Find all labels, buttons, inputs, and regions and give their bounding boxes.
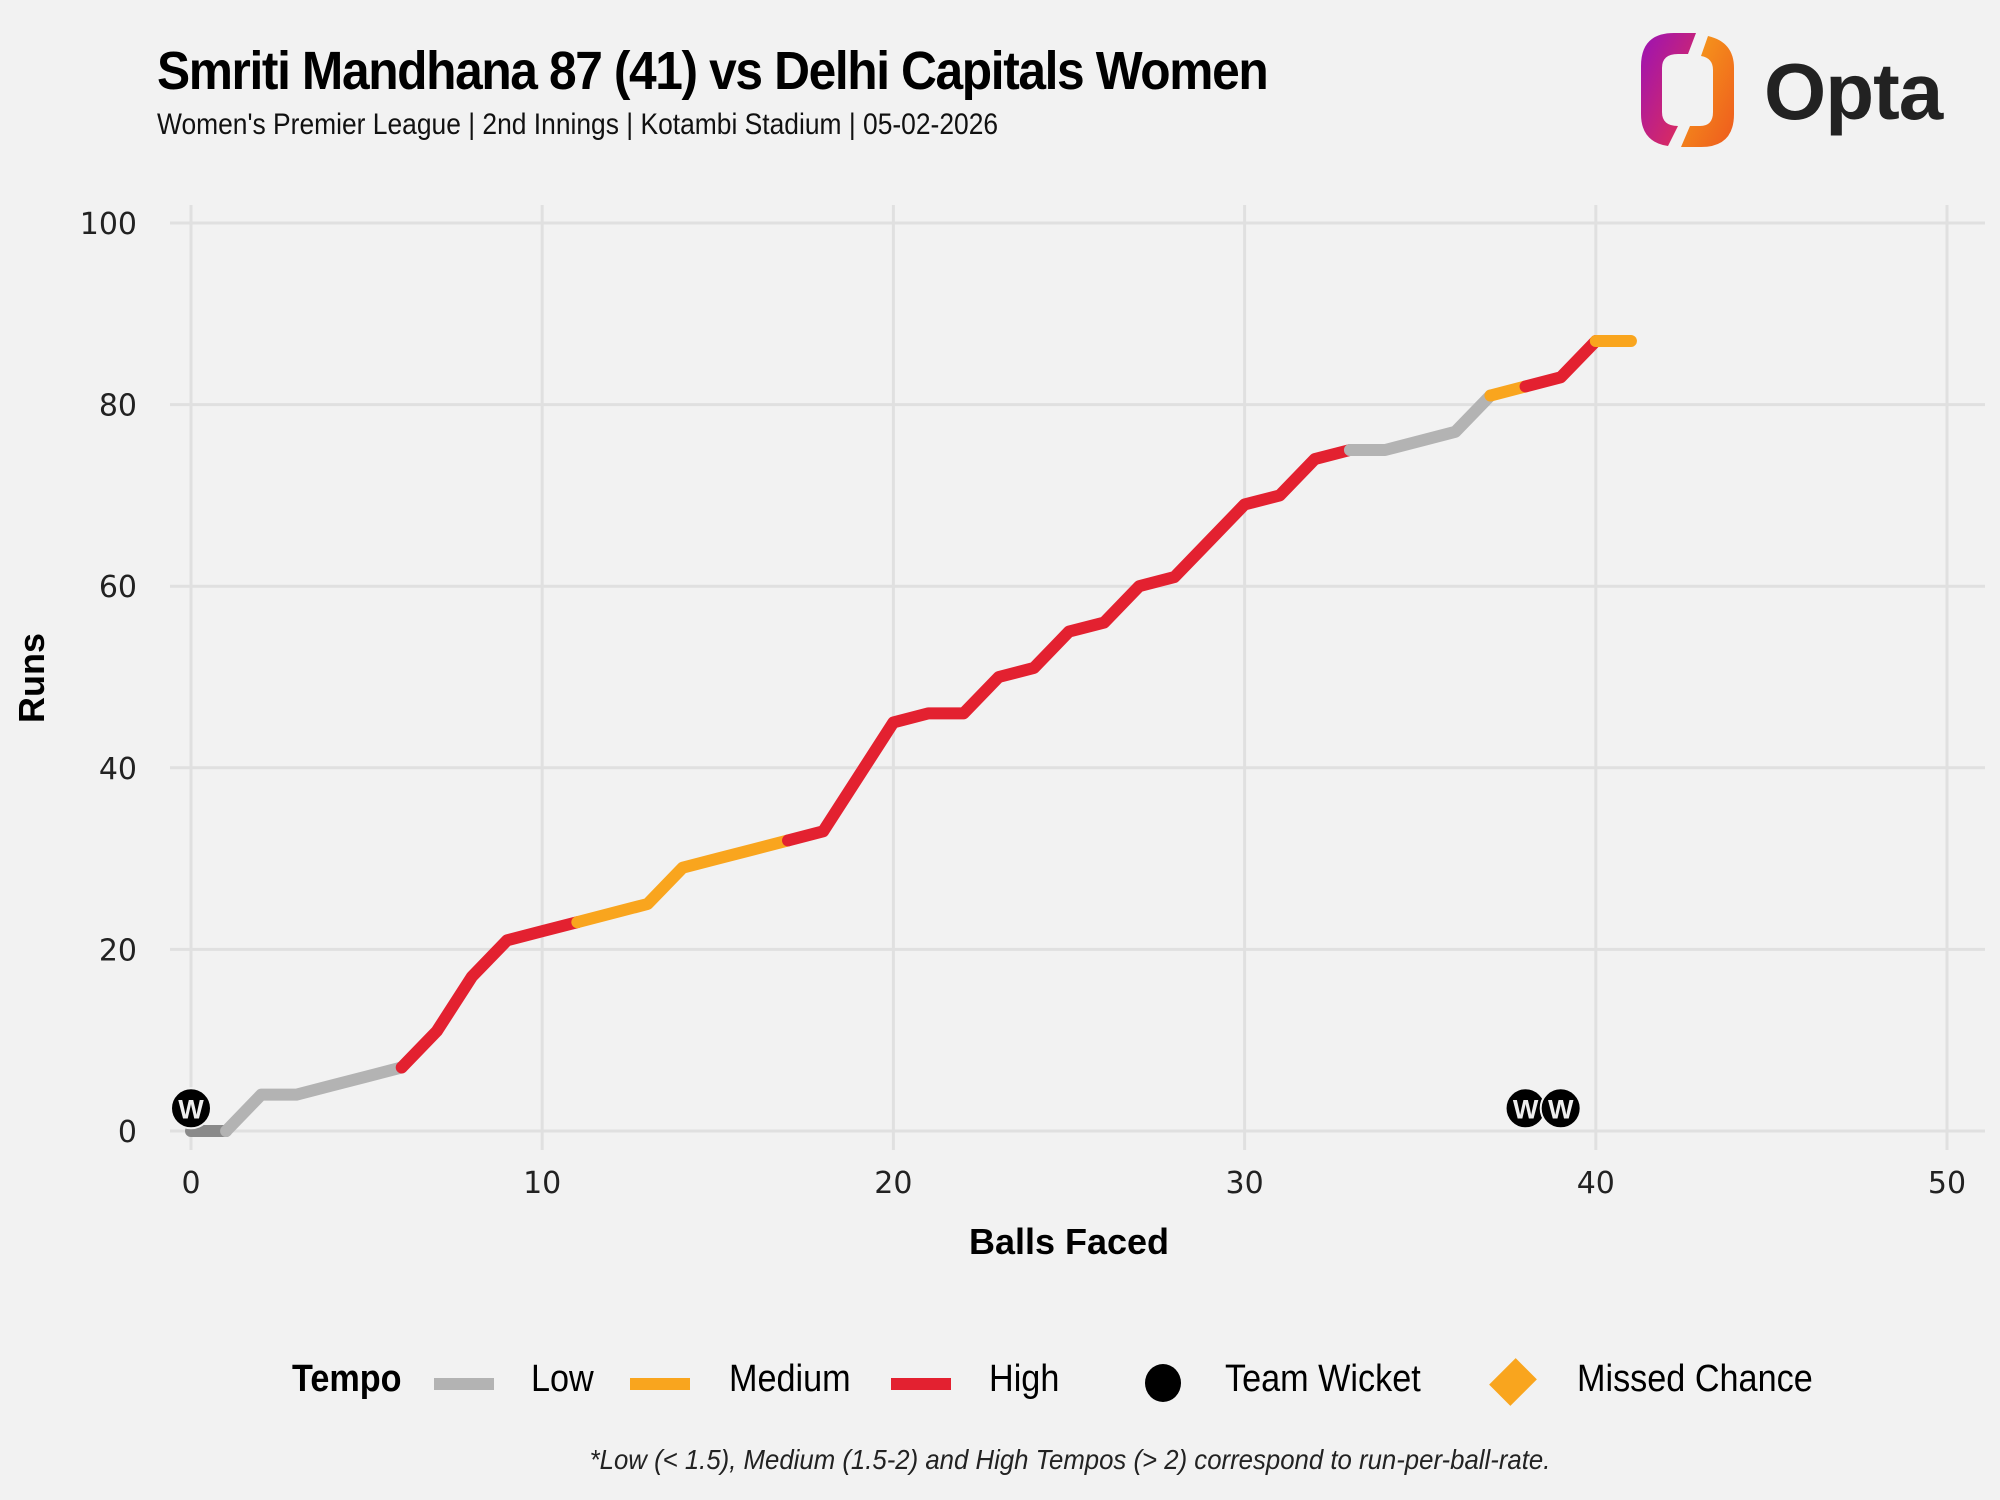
opta-logo: Opta: [1638, 30, 1958, 150]
wicket-marker: W: [1539, 1087, 1582, 1130]
tempo-segment-medium: [571, 834, 795, 929]
y-tick-label: 40: [99, 752, 137, 787]
wicket-label: W: [178, 1094, 204, 1124]
legend-low-swatch: [434, 1378, 494, 1390]
tempo-segment-high: [395, 916, 584, 1074]
chart-subtitle: Women's Premier League | 2nd Innings | K…: [157, 108, 999, 141]
x-tick-label: 0: [181, 1166, 200, 1201]
wicket-icon: [170, 1087, 212, 1130]
x-tick-label: 40: [1577, 1166, 1615, 1201]
x-tick-labels: 0 10 20 30 40 50: [181, 1166, 1966, 1201]
grid: [170, 205, 1985, 1150]
y-tick-label: 0: [118, 1115, 137, 1150]
legend-title: Tempo: [292, 1358, 402, 1400]
opta-logo-icon: [1641, 33, 1734, 147]
x-axis-label: Balls Faced: [969, 1221, 1169, 1262]
x-tick-label: 30: [1226, 1166, 1264, 1201]
legend-wicket-label: Team Wicket: [1225, 1358, 1421, 1400]
legend-low-label: Low: [531, 1358, 594, 1400]
y-tick-label: 100: [80, 207, 137, 242]
y-axis-label: Runs: [11, 633, 52, 723]
legend: Tempo Low Medium High Team Wicket Missed…: [0, 1358, 2000, 1408]
chart-title: Smriti Mandhana 87 (41) vs Delhi Capital…: [157, 41, 1269, 101]
tempo-line: [185, 335, 1637, 1137]
legend-medium-swatch: [630, 1378, 690, 1390]
wicket-icon: [1539, 1087, 1582, 1130]
wicket-marker: W: [170, 1087, 212, 1130]
legend-high-label: High: [989, 1358, 1060, 1400]
y-tick-label: 80: [99, 389, 137, 424]
y-tick-labels: 0 20 40 60 80 100: [80, 207, 137, 1150]
x-tick-label: 50: [1928, 1166, 1966, 1201]
legend-wicket-icon: [1145, 1364, 1181, 1402]
y-tick-label: 20: [99, 933, 137, 968]
tempo-segment-medium: [1484, 380, 1532, 402]
legend-high-swatch: [891, 1378, 951, 1390]
opta-logo-text: Opta: [1764, 47, 1943, 136]
wicket-marker: W: [1504, 1087, 1547, 1130]
tempo-segment-high: [1519, 335, 1602, 393]
footnote: *Low (< 1.5), Medium (1.5-2) and High Te…: [589, 1444, 1551, 1475]
legend-missed-chance-icon: [1489, 1358, 1537, 1406]
x-tick-label: 20: [874, 1166, 912, 1201]
x-tick-label: 10: [523, 1166, 561, 1201]
legend-medium-label: Medium: [729, 1358, 851, 1400]
tempo-segment-low: [1343, 389, 1497, 456]
y-tick-label: 60: [99, 570, 137, 605]
wicket-label: W: [1513, 1094, 1539, 1124]
legend-missed-chance-label: Missed Chance: [1577, 1358, 1813, 1400]
wicket-label: W: [1548, 1094, 1574, 1124]
tempo-segment-low: [220, 1061, 408, 1137]
tempo-segment-high: [782, 444, 1356, 847]
